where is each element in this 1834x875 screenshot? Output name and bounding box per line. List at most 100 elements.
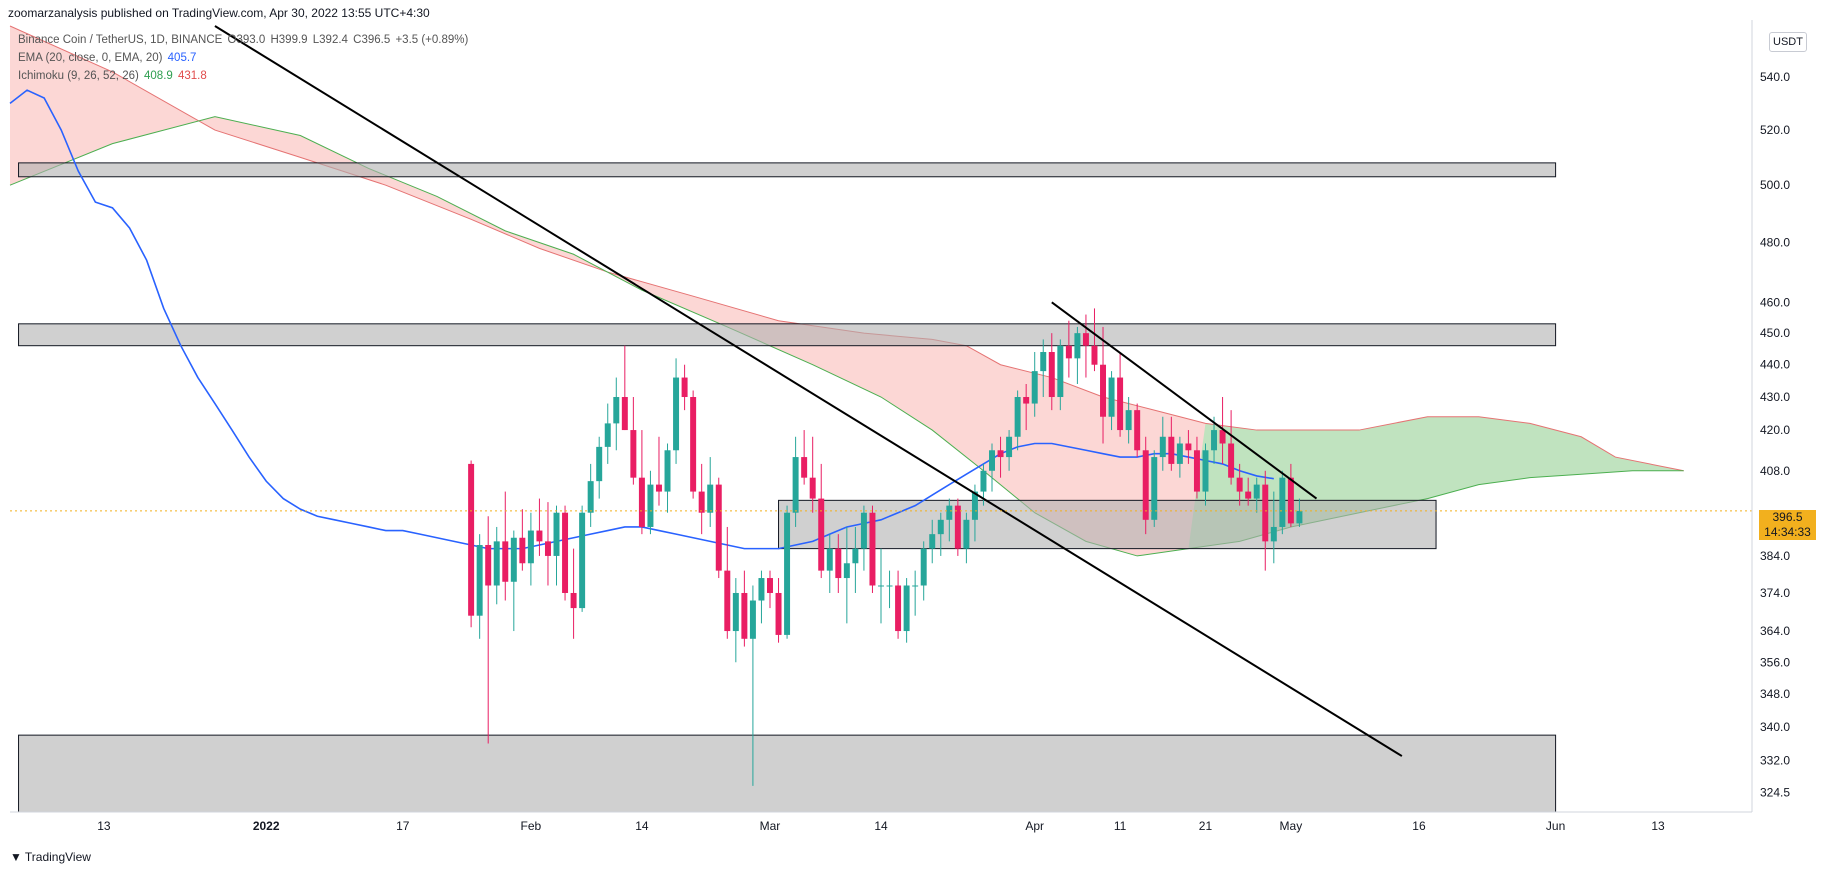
candle (1253, 477, 1260, 513)
candle-body (690, 397, 697, 492)
candle-body (655, 484, 662, 492)
resistance-zone-1 (18, 162, 1557, 178)
candle-body (741, 592, 748, 639)
candle-body (989, 450, 995, 471)
price-tick-label: 480.0 (1760, 236, 1790, 250)
candle-body (1193, 450, 1200, 492)
price-tick-label: 364.0 (1760, 624, 1790, 638)
candle-body (1091, 345, 1098, 365)
candle (801, 430, 808, 485)
candle-body (519, 537, 526, 564)
footer-brand-label: TradingView (24, 850, 91, 864)
candle-body (1236, 477, 1243, 492)
candle (621, 345, 628, 431)
ichimoku-value-1: 408.9 (144, 70, 173, 82)
candle (1108, 371, 1115, 431)
ohlc-change: +3.5 (+0.89%) (395, 34, 469, 46)
candle (1065, 320, 1072, 378)
candles-layer (468, 308, 1303, 786)
candle-body (579, 512, 586, 609)
price-tick-label: 440.0 (1760, 358, 1790, 372)
candle-body (792, 457, 799, 513)
candle-body (1117, 377, 1124, 431)
candle (1202, 443, 1209, 506)
candle-body (1082, 333, 1089, 346)
candle-body (510, 537, 517, 582)
time-tick-label: 21 (1199, 819, 1213, 833)
support-zone-mid (778, 499, 1437, 550)
candle (485, 516, 492, 744)
candle-body (903, 585, 910, 632)
price-tick-label: 460.0 (1760, 295, 1790, 309)
candle (920, 541, 927, 601)
ema-value: 405.7 (167, 52, 197, 64)
candle-body (1040, 352, 1047, 372)
candle (707, 457, 714, 527)
last-price-value: 396.5 (1772, 510, 1803, 524)
ichimoku-label: Ichimoku (9, 26, 52, 26) (18, 70, 139, 82)
time-tick-label: Feb (521, 819, 542, 833)
candle (1040, 339, 1047, 398)
candle (929, 519, 936, 564)
candle (1142, 436, 1149, 535)
time-tick-label: 16 (1412, 819, 1426, 833)
candle (1211, 416, 1218, 464)
ohlc-close: C396.5 (353, 34, 391, 46)
candle (843, 526, 850, 624)
long-downtrend (214, 25, 1403, 757)
candle (527, 512, 534, 586)
time-tick-label: 11 (1114, 819, 1127, 833)
price-tick-label: 450.0 (1760, 326, 1790, 340)
currency-badge[interactable]: USDT (1769, 32, 1807, 52)
candle (502, 491, 509, 601)
candle (1262, 470, 1269, 571)
candle-body (1279, 477, 1286, 527)
candle (604, 403, 611, 464)
candle (468, 460, 475, 628)
candle (1048, 333, 1055, 411)
candle-body (570, 592, 577, 609)
candle-body (1287, 477, 1294, 524)
candle-body (1185, 443, 1192, 451)
candle-body (767, 578, 773, 593)
candle-body (604, 423, 611, 447)
candle-body (895, 585, 902, 632)
candle (1057, 339, 1064, 411)
candle-body (886, 585, 893, 587)
candle (860, 505, 867, 571)
footer-brand[interactable]: ▼ TradingView (10, 850, 91, 864)
candle-body (860, 512, 867, 549)
candle (818, 463, 825, 579)
last-price-label: 396.5 14:34:33 (1759, 510, 1816, 540)
candle (690, 390, 697, 499)
candle (664, 443, 671, 513)
candle (1219, 397, 1226, 464)
candle (741, 570, 748, 647)
ohlc-high: H399.9 (270, 34, 308, 46)
candle-body (946, 505, 953, 520)
candle-body (869, 512, 876, 586)
trendlines-layer (10, 25, 1752, 757)
candle (698, 463, 705, 535)
candle (655, 436, 662, 506)
candle-body (1176, 443, 1183, 464)
candle (792, 436, 799, 527)
candle-body (809, 477, 816, 499)
price-tick-label: 374.0 (1760, 586, 1790, 600)
time-tick-label: 13 (1651, 819, 1665, 833)
price-tick-label: 332.0 (1760, 753, 1790, 767)
ohlc-open: O393.0 (227, 34, 266, 46)
price-tick-label: 408.0 (1760, 464, 1790, 478)
candle (638, 430, 645, 535)
candle-body (502, 541, 509, 582)
candle (493, 526, 500, 605)
candle (510, 530, 517, 632)
candle-body (954, 505, 961, 549)
legend-ema: EMA (20, close, 0, EMA, 20) 405.7 (18, 52, 198, 64)
candle (1117, 352, 1124, 437)
candle (1082, 314, 1089, 378)
candle-body (493, 541, 500, 586)
candle (749, 585, 756, 786)
candle (1236, 463, 1243, 506)
